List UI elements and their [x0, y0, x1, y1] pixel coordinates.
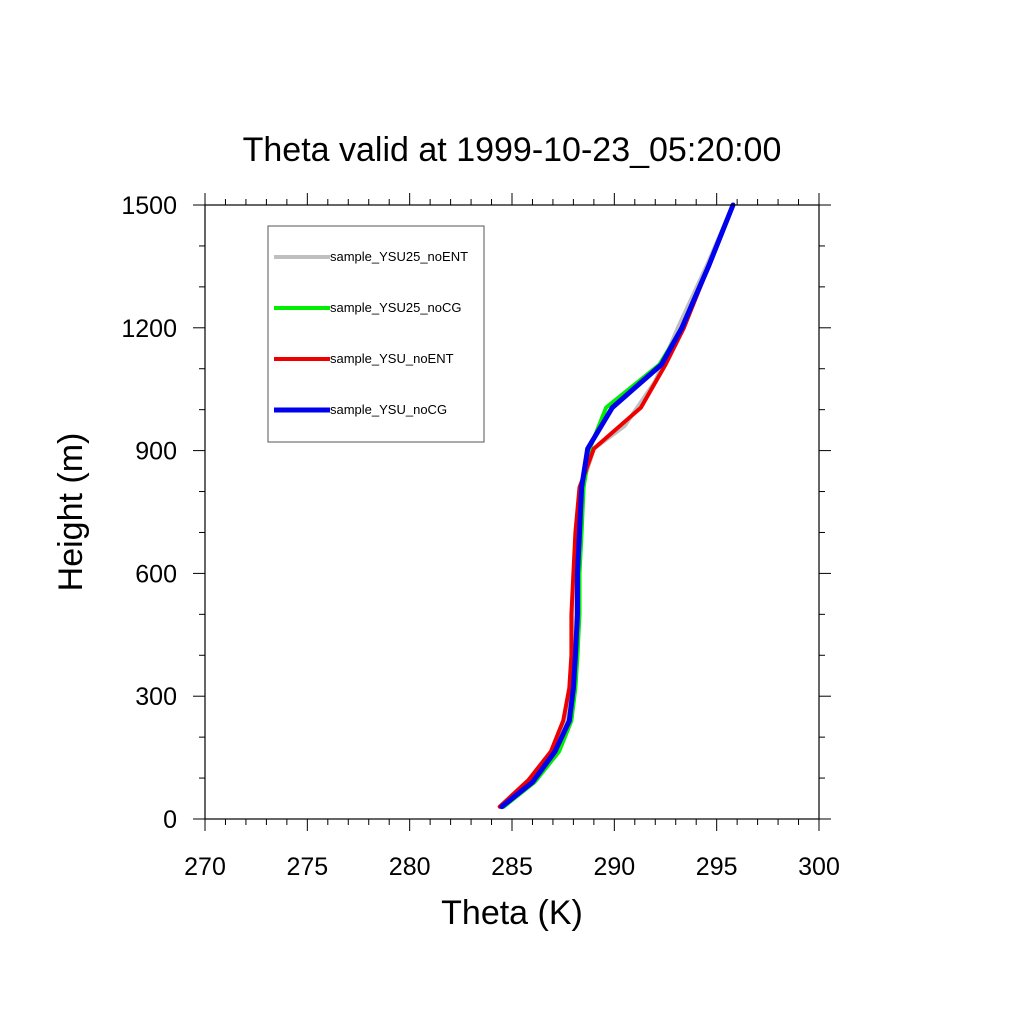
- x-axis-label: Theta (K): [441, 894, 583, 932]
- y-axis-label: Height (m): [52, 433, 90, 592]
- x-tick-label: 290: [593, 853, 635, 881]
- y-tick-label: 1500: [121, 192, 177, 220]
- y-tick-label: 300: [135, 683, 177, 711]
- y-tick-label: 0: [163, 806, 177, 834]
- x-tick-label: 295: [696, 853, 738, 881]
- y-tick-label: 900: [135, 438, 177, 466]
- legend-label: sample_YSU25_noCG: [330, 300, 462, 315]
- x-tick-label: 300: [798, 853, 840, 881]
- x-tick-label: 285: [491, 853, 533, 881]
- chart-title: Theta valid at 1999-10-23_05:20:00: [243, 131, 782, 169]
- legend-box: [267, 225, 485, 443]
- x-tick-label: 270: [184, 853, 226, 881]
- series-lines: [497, 202, 736, 810]
- plot-frame: [204, 204, 820, 820]
- x-tick-label: 280: [389, 853, 431, 881]
- x-tick-label: 275: [286, 853, 328, 881]
- axis-ticks: 270 275 280 285 290 295 300 0 300 600 900 1200 1500: [121, 192, 839, 881]
- series-line: [499, 202, 736, 810]
- legend-label: sample_YSU_noCG: [330, 402, 447, 417]
- y-tick-label: 600: [135, 560, 177, 588]
- y-tick-label: 1200: [121, 315, 177, 343]
- legend: sample_YSU25_noENT sample_YSU25_noCGsampl…: [267, 225, 485, 443]
- legend-label: sample_YSU_noENT: [330, 351, 454, 366]
- legend-label: sample_YSU25_noENT: [330, 249, 468, 264]
- series-line: [497, 203, 735, 809]
